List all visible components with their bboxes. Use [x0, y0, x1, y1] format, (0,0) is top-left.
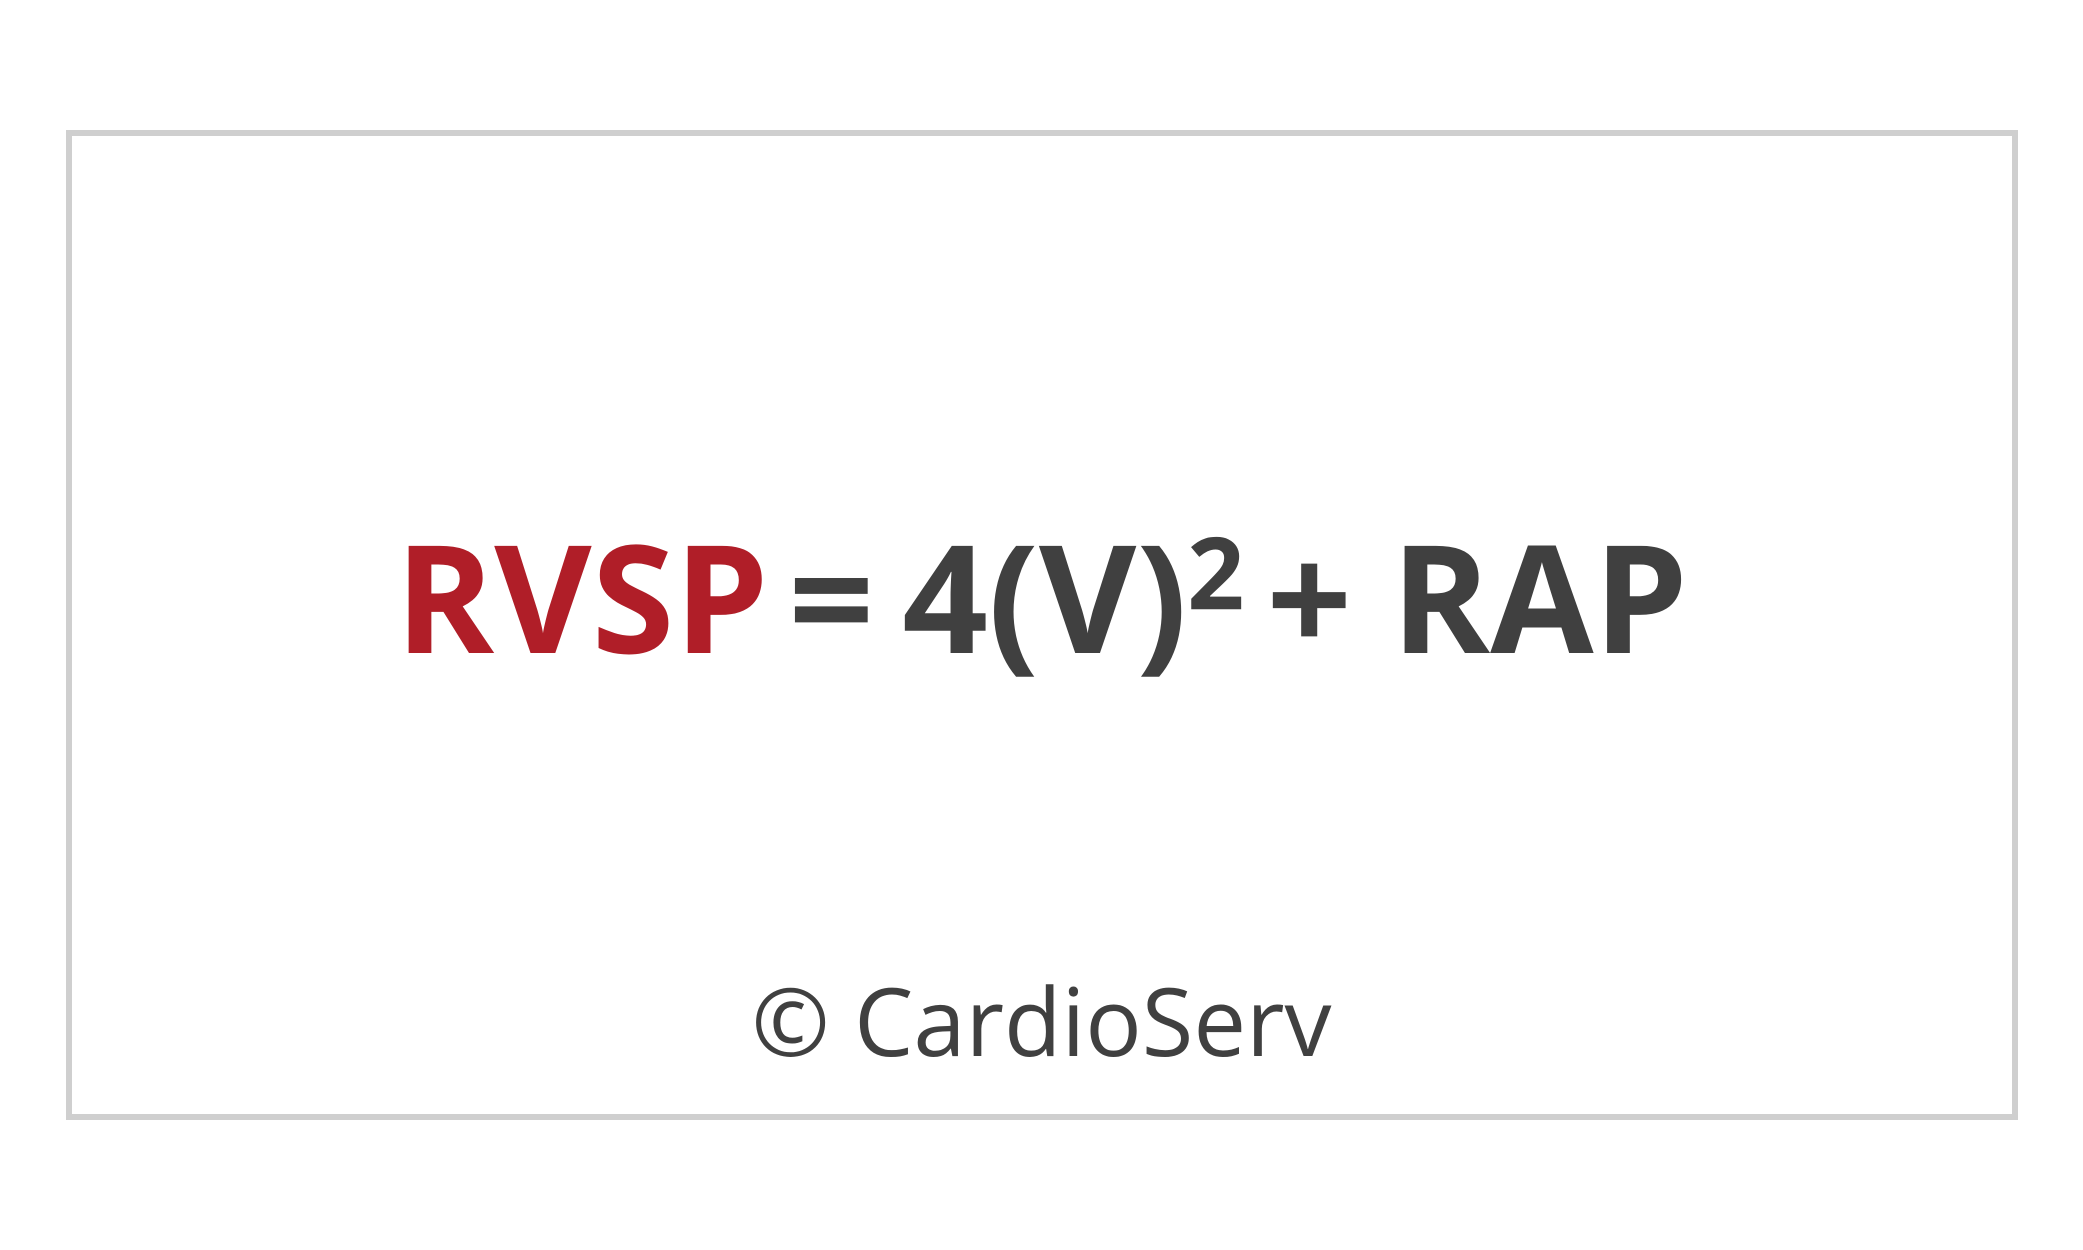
equation-operator: = — [789, 493, 875, 697]
rhs-after-sup: + RAP — [1266, 493, 1687, 697]
equation-row: RVSP = 4(V)2+ RAP — [395, 493, 1688, 697]
equation-lhs: RVSP — [395, 493, 768, 697]
attribution-text: © CardioServ — [72, 956, 2012, 1084]
equation-rhs: 4(V)2+ RAP — [902, 493, 1688, 697]
rhs-superscript: 2 — [1187, 503, 1244, 639]
formula-card: RVSP = 4(V)2+ RAP © CardioServ — [66, 130, 2018, 1120]
rhs-before-sup: 4(V) — [902, 493, 1187, 697]
